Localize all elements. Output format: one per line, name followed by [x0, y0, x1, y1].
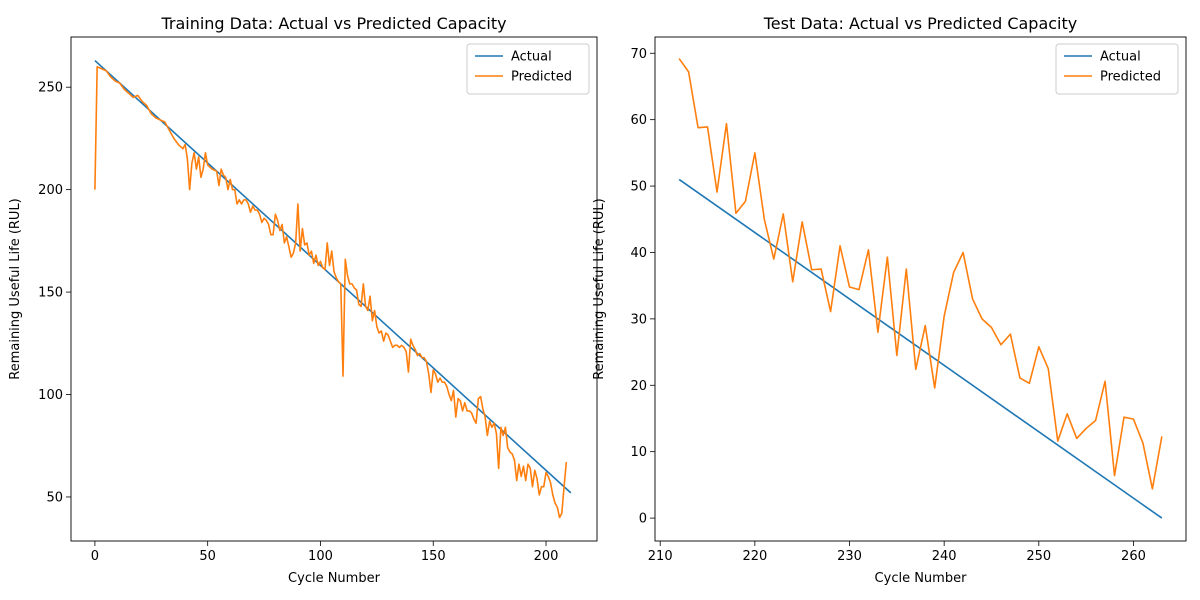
training-series-predicted-line [94, 65, 568, 519]
test-y-tick-label: 0 [639, 512, 647, 527]
training-series-actual-line [94, 59, 572, 494]
test-chart: Test Data: Actual vs Predicted Capacity 2… [592, 14, 1187, 586]
test-y-tick-label: 70 [630, 47, 647, 62]
test-y-tick-label: 30 [630, 312, 647, 327]
training-legend-label-actual: Actual [511, 50, 552, 65]
test-x-tick-label: 210 [648, 549, 673, 564]
training-y-tick-label: 200 [38, 183, 63, 198]
test-x-tick-label: 240 [932, 549, 957, 564]
training-y-axis-label: Remaining Useful Life (RUL) [8, 198, 23, 380]
test-x-tick-label: 250 [1026, 549, 1051, 564]
test-axes-frame [654, 36, 1187, 542]
test-chart-title: Test Data: Actual vs Predicted Capacity [763, 14, 1078, 33]
test-y-tick-label: 20 [630, 379, 647, 394]
test-x-axis-label: Cycle Number [875, 571, 968, 586]
training-legend-label-predicted: Predicted [511, 70, 572, 85]
training-y-tick-label: 50 [46, 490, 63, 505]
training-legend: Actual Predicted [466, 43, 590, 95]
training-chart-title: Training Data: Actual vs Predicted Capac… [160, 14, 506, 33]
test-y-tick-label: 10 [630, 445, 647, 460]
test-y-axis-label: Remaining Useful Life (RUL) [592, 198, 607, 380]
training-x-tick-label: 0 [91, 549, 99, 564]
test-y-tick-label: 50 [630, 180, 647, 195]
test-series-predicted-line [678, 58, 1163, 490]
test-legend: Actual Predicted [1055, 43, 1179, 95]
test-x-tick-label: 230 [837, 549, 862, 564]
test-x-tick-label: 260 [1121, 549, 1146, 564]
training-chart: Training Data: Actual vs Predicted Capac… [8, 14, 598, 586]
training-x-tick-label: 50 [199, 549, 216, 564]
test-y-tick-label: 40 [630, 246, 647, 261]
test-x-tick-label: 220 [742, 549, 767, 564]
test-legend-label-actual: Actual [1100, 50, 1141, 65]
training-x-tick-label: 150 [421, 549, 446, 564]
test-legend-label-predicted: Predicted [1100, 70, 1161, 85]
test-y-tick-label: 60 [630, 113, 647, 128]
training-x-tick-label: 200 [534, 549, 559, 564]
training-y-tick-label: 250 [38, 81, 63, 96]
training-axes-frame [70, 36, 598, 542]
training-x-axis-label: Cycle Number [288, 571, 381, 586]
training-y-tick-label: 150 [38, 286, 63, 301]
training-y-tick-label: 100 [38, 388, 63, 403]
training-x-tick-label: 100 [308, 549, 333, 564]
